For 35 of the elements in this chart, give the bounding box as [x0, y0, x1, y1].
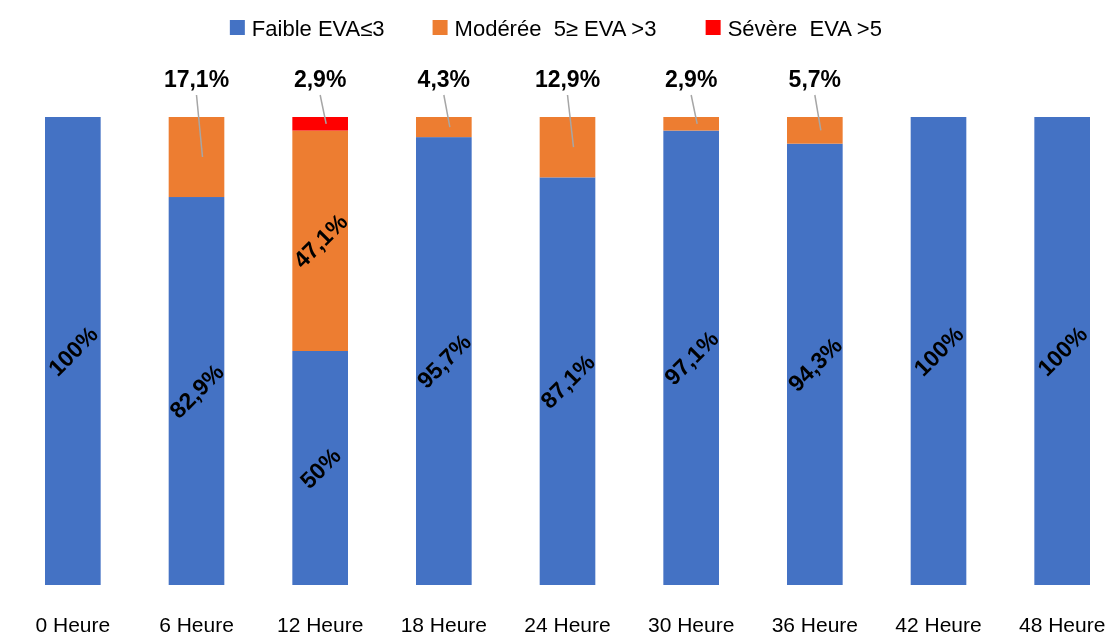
bar	[539, 177, 596, 585]
data-label: 5,7%	[788, 66, 842, 92]
bar	[910, 117, 967, 585]
bar	[539, 117, 596, 178]
bar	[168, 117, 225, 198]
x-tick-label: 30 Heure	[647, 613, 735, 636]
bar	[416, 137, 472, 585]
x-tick-label: 18 Heure	[400, 613, 488, 636]
bar	[663, 130, 719, 585]
x-tick-label: 36 Heure	[771, 613, 859, 636]
x-tick-label: 42 Heure	[895, 613, 982, 636]
data-label: 12,9%	[534, 66, 601, 92]
bar	[292, 117, 348, 131]
bar	[1034, 117, 1090, 585]
x-tick-label: 48 Heure	[1018, 613, 1106, 636]
data-label: 2,9%	[664, 66, 718, 92]
legend-label: Faible EVA≤3	[251, 15, 385, 41]
bar	[168, 197, 225, 585]
data-label: 50%	[294, 442, 346, 494]
data-label: 4,3%	[417, 66, 471, 92]
bar	[292, 351, 348, 585]
bar	[45, 117, 101, 585]
legend-label: Modérée 5≥ EVA >3	[454, 15, 657, 41]
x-tick-label: 24 Heure	[524, 613, 611, 636]
x-tick-label: 6 Heure	[159, 613, 234, 636]
x-tick-label: 12 Heure	[276, 613, 364, 636]
data-label: 17,1%	[163, 66, 230, 92]
legend-label: Sévère EVA >5	[727, 15, 882, 41]
bar	[292, 130, 348, 351]
bar	[787, 117, 843, 144]
bar	[787, 143, 843, 585]
x-tick-label: 0 Heure	[35, 613, 111, 636]
bar	[416, 117, 472, 138]
data-label: 2,9%	[293, 66, 347, 92]
bar	[663, 117, 719, 131]
